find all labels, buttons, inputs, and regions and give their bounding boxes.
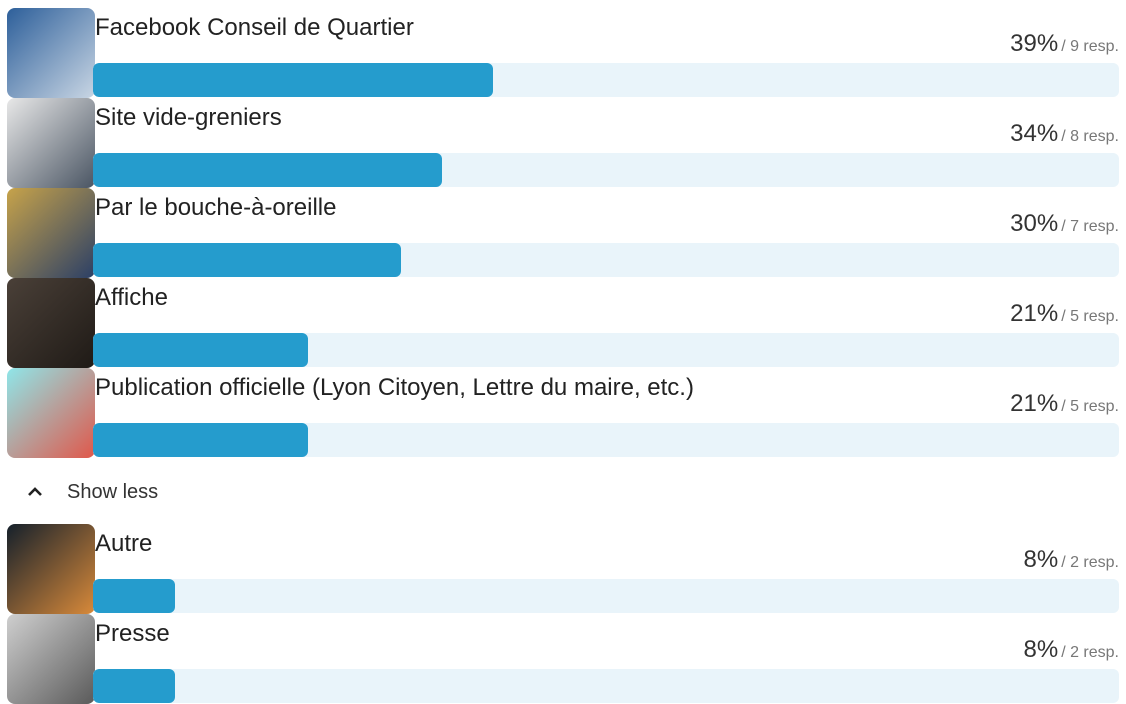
percent-label: 8% (1023, 546, 1059, 573)
responses-label: / 5 resp. (1061, 308, 1119, 325)
option-label: Publication officielle (Lyon Citoyen, Le… (95, 374, 694, 401)
percent-block: 30%/ 7 resp. (1010, 210, 1119, 238)
bar (93, 243, 401, 277)
percent-label: 8% (1023, 636, 1059, 663)
option-label: Autre (95, 530, 153, 557)
result-row: Publication officielle (Lyon Citoyen, Le… (0, 368, 1126, 458)
percent-label: 34% (1010, 120, 1059, 147)
option-label: Presse (95, 620, 170, 647)
bar (93, 153, 442, 187)
bar-track (93, 243, 1119, 277)
result-row: Presse 8%/ 2 resp. (0, 614, 1126, 704)
bar-track (93, 423, 1119, 457)
percent-label: 30% (1010, 210, 1059, 237)
percent-block: 39%/ 9 resp. (1010, 30, 1119, 58)
percent-block: 8%/ 2 resp. (1024, 546, 1120, 574)
result-row: Autre 8%/ 2 resp. (0, 524, 1126, 614)
thumbnail (7, 8, 95, 98)
percent-label: 39% (1010, 30, 1059, 57)
thumbnail (7, 368, 95, 458)
result-row: Par le bouche-à-oreille 30%/ 7 resp. (0, 188, 1126, 278)
option-label: Facebook Conseil de Quartier (95, 14, 414, 41)
result-row: Facebook Conseil de Quartier 39%/ 9 resp. (0, 8, 1126, 98)
bar (93, 63, 494, 97)
bar (93, 423, 309, 457)
result-row: Affiche 21%/ 5 resp. (0, 278, 1126, 368)
thumbnail (7, 98, 95, 188)
responses-label: / 5 resp. (1061, 398, 1119, 415)
bar-track (93, 63, 1119, 97)
bar (93, 669, 176, 703)
percent-label: 21% (1010, 300, 1059, 327)
chevron-up (28, 487, 42, 496)
percent-label: 21% (1010, 390, 1059, 417)
responses-label: / 7 resp. (1061, 218, 1119, 235)
percent-block: 21%/ 5 resp. (1010, 300, 1119, 328)
responses-label: / 2 resp. (1061, 554, 1119, 571)
responses-label: / 8 resp. (1061, 128, 1119, 145)
percent-block: 8%/ 2 resp. (1024, 636, 1120, 664)
option-label: Affiche (95, 284, 168, 311)
bar (93, 579, 176, 613)
option-label: Site vide-greniers (95, 104, 282, 131)
bar-track (93, 669, 1119, 703)
bar-track (93, 333, 1119, 367)
percent-block: 21%/ 5 resp. (1010, 390, 1119, 418)
bar (93, 333, 309, 367)
show-less-toggle[interactable]: Show less (25, 478, 158, 506)
toggle-label: Show less (67, 480, 159, 503)
option-label: Par le bouche-à-oreille (95, 194, 337, 221)
percent-block: 34%/ 8 resp. (1010, 120, 1119, 148)
thumbnail (7, 278, 95, 368)
thumbnail (7, 524, 95, 614)
thumbnail (7, 614, 95, 704)
thumbnail (7, 188, 95, 278)
result-row: Site vide-greniers 34%/ 8 resp. (0, 98, 1126, 188)
bar-track (93, 579, 1119, 613)
responses-label: / 9 resp. (1061, 38, 1119, 55)
bar-track (93, 153, 1119, 187)
responses-label: / 2 resp. (1061, 644, 1119, 661)
